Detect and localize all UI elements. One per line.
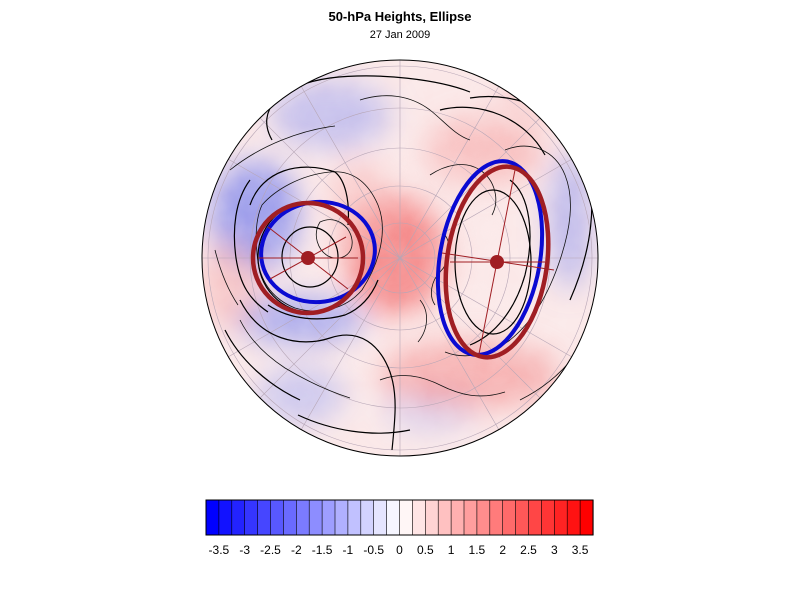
colorbar-cell (489, 499, 504, 536)
colorbar-frame (205, 499, 594, 536)
colorbar-cell (347, 499, 362, 536)
colorbar-cell (515, 499, 530, 536)
colorbar-cell (334, 499, 349, 536)
colorbar-cell (437, 499, 452, 536)
colorbar-cell (283, 499, 297, 536)
map-date: 27 Jan 2009 (369, 29, 431, 41)
colorbar-tick-label: 3.5 (571, 543, 589, 557)
colorbar-cell (566, 499, 581, 536)
colorbar-tick-label: -3.5 (208, 543, 230, 557)
colorbar-tick-label: 3 (550, 543, 558, 557)
colorbar-cell (450, 499, 465, 536)
colorbar-tick-label: 0 (396, 543, 403, 557)
colorbar-cell (463, 499, 478, 536)
western-vortex-center (301, 251, 315, 265)
colorbar-cell (399, 499, 413, 536)
colorbar-tick-label: 2.5 (520, 543, 537, 557)
colorbar-tick-label: -2.5 (260, 543, 281, 557)
colorbar-cell (412, 499, 426, 536)
colorbar-tick-label: -1 (342, 543, 354, 557)
colorbar-cell (244, 499, 259, 536)
colorbar-cell (231, 499, 246, 536)
colorbar-tick-label: -0.5 (363, 543, 385, 557)
eastern-vortex-center (490, 255, 504, 269)
map-title: 50-hPa Heights, Ellipse (328, 9, 472, 24)
colorbar-tick-label: -1.5 (311, 543, 333, 557)
colorbar-cell (553, 499, 568, 536)
colorbar-cell (257, 499, 272, 536)
colorbar-cell (386, 499, 401, 536)
colorbar-cells (205, 499, 594, 536)
colorbar-cell (295, 499, 310, 536)
colorbar-cell (541, 499, 555, 536)
anomaly-field (202, 60, 598, 456)
colorbar-cell (502, 499, 517, 536)
colorbar-tick-label: -3 (239, 543, 251, 557)
colorbar-tick-label: 1 (447, 543, 455, 557)
colorbar-cell (205, 499, 220, 536)
colorbar-cell (476, 499, 491, 536)
colorbar-tick-label: 1.5 (468, 543, 486, 557)
colorbar-cell (218, 499, 233, 536)
colorbar-cell (528, 499, 542, 536)
colorbar-cell (373, 499, 388, 536)
colorbar-cell (321, 499, 336, 536)
colorbar-tick-label: -2 (290, 543, 302, 557)
colorbar-tick-label: 2 (499, 543, 507, 557)
colorbar-tick-label: 0.5 (416, 543, 434, 557)
colorbar-cell (360, 499, 375, 536)
colorbar-cell (308, 499, 323, 536)
map-boundary (201, 59, 599, 457)
colorbar-cell (424, 499, 439, 536)
colorbar-cell (270, 499, 284, 536)
colorbar-cell (579, 499, 594, 536)
